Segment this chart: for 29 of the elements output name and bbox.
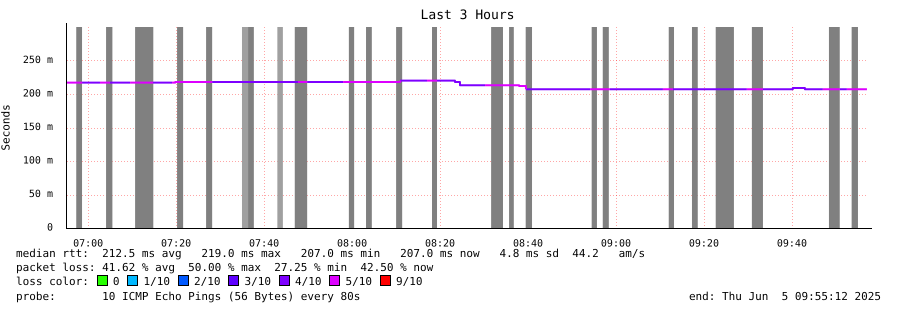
x-tick-label: 09:20 — [688, 238, 719, 250]
legend-label: 3/10 — [244, 275, 271, 288]
text: packet loss: 41.62 % avg 50.00 % max 27.25 % min 42.50 % now — [16, 261, 434, 275]
y-tick-label: 0 — [46, 222, 53, 234]
y-tick-label: 250 m — [22, 55, 53, 66]
y-tick-label: 200 m — [22, 88, 53, 100]
text: probe: 10 ICMP Echo Pings (56 Bytes) every 80s — [16, 290, 360, 304]
legend-label: 1/10 — [143, 275, 170, 288]
x-tick-label: 07:40 — [249, 238, 280, 250]
legend-label: 9/10 — [396, 275, 422, 288]
x-tick-label: 09:40 — [776, 238, 807, 250]
chart-title: Last 3 Hours — [420, 8, 514, 23]
x-tick-label: 08:20 — [424, 238, 456, 250]
legend-label: 4/10 — [294, 275, 322, 288]
legend-title: loss color: — [16, 275, 89, 288]
x-tick-label: 08:00 — [336, 238, 368, 250]
x-tick-label: 07:20 — [161, 238, 192, 250]
legend-label: 2/10 — [194, 275, 220, 288]
x-tick-label: 09:00 — [600, 238, 632, 250]
y-tick-label: 100 m — [22, 156, 53, 167]
x-tick-label: 08:40 — [512, 238, 544, 250]
legend-label: 0 — [112, 275, 120, 288]
y-axis-title: Seconds — [0, 104, 12, 151]
y-tick-label: 150 m — [22, 122, 53, 134]
text: end: Thu Jun 5 09:55:12 2025 — [688, 290, 881, 304]
text: median rtt: 212.5 ms avg 219.0 ms max 207.0 ms min 207.0 ms now 4.8 ms sd 44.2 am/s — [16, 247, 646, 261]
y-tick-label: 50 m — [28, 189, 53, 200]
x-tick-label: 07:00 — [73, 238, 104, 250]
legend-label: 5/10 — [345, 275, 372, 288]
